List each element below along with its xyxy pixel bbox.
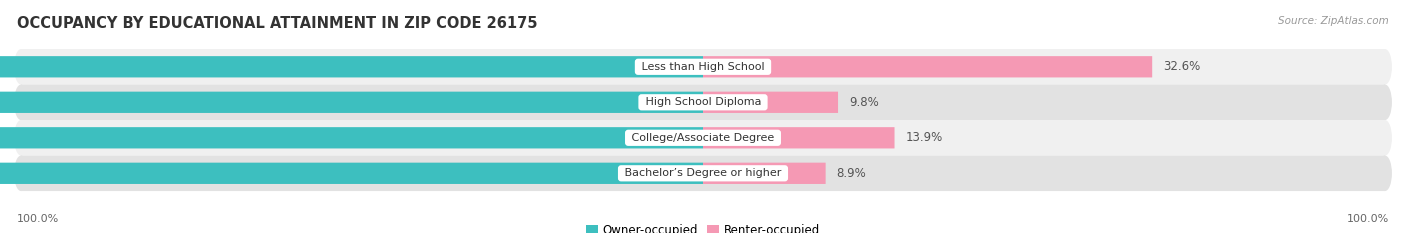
Legend: Owner-occupied, Renter-occupied: Owner-occupied, Renter-occupied [581,219,825,233]
Text: OCCUPANCY BY EDUCATIONAL ATTAINMENT IN ZIP CODE 26175: OCCUPANCY BY EDUCATIONAL ATTAINMENT IN Z… [17,16,537,31]
Ellipse shape [14,120,28,156]
Text: 100.0%: 100.0% [1347,214,1389,224]
Ellipse shape [1378,120,1392,156]
FancyBboxPatch shape [703,127,894,148]
Text: 8.9%: 8.9% [837,167,866,180]
FancyBboxPatch shape [0,163,703,184]
FancyBboxPatch shape [0,56,703,77]
Ellipse shape [1378,156,1392,191]
Ellipse shape [1378,85,1392,120]
Text: 100.0%: 100.0% [17,214,59,224]
FancyBboxPatch shape [21,120,1385,156]
FancyBboxPatch shape [21,156,1385,191]
FancyBboxPatch shape [21,85,1385,120]
Text: 9.8%: 9.8% [849,96,879,109]
Text: Bachelor’s Degree or higher: Bachelor’s Degree or higher [621,168,785,178]
Ellipse shape [14,156,28,191]
Text: Source: ZipAtlas.com: Source: ZipAtlas.com [1278,16,1389,26]
FancyBboxPatch shape [703,56,1152,77]
Ellipse shape [14,85,28,120]
FancyBboxPatch shape [21,49,1385,85]
Text: College/Associate Degree: College/Associate Degree [628,133,778,143]
Text: 13.9%: 13.9% [905,131,943,144]
FancyBboxPatch shape [0,92,703,113]
FancyBboxPatch shape [703,163,825,184]
Ellipse shape [14,49,28,85]
FancyBboxPatch shape [703,92,838,113]
Text: Less than High School: Less than High School [638,62,768,72]
FancyBboxPatch shape [0,127,703,148]
Ellipse shape [1378,49,1392,85]
Text: High School Diploma: High School Diploma [641,97,765,107]
Text: 32.6%: 32.6% [1163,60,1201,73]
